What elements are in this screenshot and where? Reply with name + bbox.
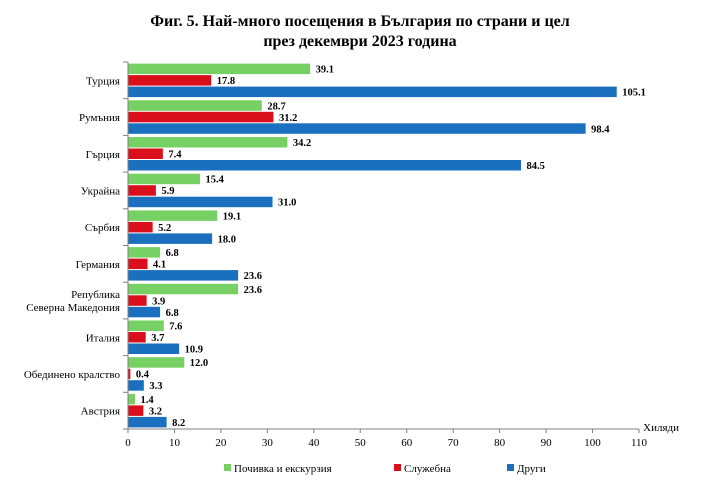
x-tick-label-110: 110 <box>631 437 648 449</box>
legend-label-1: Служебна <box>404 463 451 475</box>
bar-2-7 <box>128 343 180 354</box>
x-tick-label-10: 10 <box>169 437 181 449</box>
data-label-1-0: 17.8 <box>217 76 235 87</box>
data-label-1-8: 0.4 <box>136 370 150 381</box>
x-axis-unit-label: Хиляди <box>643 422 679 434</box>
bar-0-0 <box>128 63 311 75</box>
x-tick-label-60: 60 <box>401 437 413 449</box>
bar-1-3 <box>128 185 156 196</box>
bar-2-9 <box>128 416 167 428</box>
data-label-0-3: 15.4 <box>206 175 225 186</box>
category-label: Италия <box>86 332 120 344</box>
category-label: Северна Македония <box>26 302 120 314</box>
data-label-2-5: 23.6 <box>244 271 262 282</box>
bar-0-8 <box>128 357 185 368</box>
bar-0-7 <box>128 320 164 331</box>
data-label-0-4: 19.1 <box>223 211 241 222</box>
bar-0-9 <box>128 393 136 405</box>
bar-2-8 <box>128 380 144 391</box>
bar-2-3 <box>128 196 273 208</box>
bar-2-0 <box>128 86 617 98</box>
bar-0-5 <box>128 247 161 258</box>
legend-swatch-1 <box>394 464 401 471</box>
data-label-2-4: 18.0 <box>218 234 236 245</box>
chart-title: Фиг. 5. Най-много посещения в България п… <box>0 12 720 52</box>
data-label-1-9: 3.2 <box>149 406 162 417</box>
x-tick-label-20: 20 <box>215 437 227 449</box>
legend-swatch-0 <box>224 464 231 471</box>
data-label-0-7: 7.6 <box>169 322 182 333</box>
bar-1-4 <box>128 221 153 233</box>
data-label-1-3: 5.9 <box>161 186 174 197</box>
data-label-0-5: 6.8 <box>166 248 179 259</box>
bar-2-4 <box>128 233 213 244</box>
category-label: Република <box>71 289 120 301</box>
category-label: Румъния <box>79 112 120 124</box>
data-label-2-2: 84.5 <box>527 161 545 172</box>
category-label: Сърбия <box>85 222 120 234</box>
bar-1-1 <box>128 111 274 123</box>
data-label-2-1: 98.4 <box>591 124 610 135</box>
bar-1-2 <box>128 148 163 159</box>
data-label-0-8: 12.0 <box>190 358 208 369</box>
data-label-2-9: 8.2 <box>172 418 185 429</box>
bar-2-6 <box>128 306 161 318</box>
data-label-0-6: 23.6 <box>244 285 262 296</box>
bar-0-4 <box>128 210 218 221</box>
category-label: Гърция <box>86 149 120 161</box>
legend-swatch-2 <box>507 464 514 471</box>
data-label-2-0: 105.1 <box>622 88 646 99</box>
data-label-2-3: 31.0 <box>278 198 296 209</box>
category-label: Германия <box>76 259 120 271</box>
bar-2-1 <box>128 123 586 134</box>
data-label-2-8: 3.3 <box>149 381 162 392</box>
data-label-0-2: 34.2 <box>293 138 311 149</box>
data-label-1-7: 3.7 <box>151 333 164 344</box>
x-tick-label-100: 100 <box>584 437 601 449</box>
bar-0-3 <box>128 173 201 185</box>
x-tick-label-30: 30 <box>262 437 274 449</box>
x-tick-label-40: 40 <box>308 437 320 449</box>
data-label-1-4: 5.2 <box>158 223 171 234</box>
bar-1-9 <box>128 405 144 416</box>
bar-1-0 <box>128 75 212 86</box>
data-label-0-9: 1.4 <box>141 395 155 406</box>
bar-1-8 <box>128 368 131 380</box>
x-tick-label-80: 80 <box>494 437 506 449</box>
x-tick-label-0: 0 <box>125 437 131 449</box>
chart-title-line-2: през декември 2023 година <box>263 33 457 50</box>
category-label: Обединено кралство <box>24 369 121 381</box>
x-tick-label-90: 90 <box>541 437 553 449</box>
category-label: Турция <box>86 75 120 87</box>
bar-0-6 <box>128 283 239 295</box>
data-label-1-1: 31.2 <box>279 113 297 124</box>
category-label: Австрия <box>81 406 120 418</box>
data-label-1-5: 4.1 <box>153 260 166 271</box>
x-tick-label-70: 70 <box>448 437 460 449</box>
bar-1-6 <box>128 295 147 306</box>
bar-1-7 <box>128 332 146 343</box>
data-label-1-6: 3.9 <box>152 296 165 307</box>
chart-title-line-1: Фиг. 5. Най-много посещения в България п… <box>150 13 570 30</box>
x-tick-label-50: 50 <box>355 437 367 449</box>
data-label-1-2: 7.4 <box>168 150 182 161</box>
legend-label-2: Други <box>517 463 546 475</box>
category-label: Украйна <box>81 185 120 197</box>
data-label-0-0: 39.1 <box>316 65 334 76</box>
legend-label-0: Почивка и екскурзия <box>234 463 332 475</box>
data-label-2-6: 6.8 <box>166 308 179 319</box>
bar-0-2 <box>128 137 288 148</box>
data-label-2-7: 10.9 <box>185 345 203 356</box>
bar-1-5 <box>128 258 148 270</box>
bar-2-2 <box>128 160 522 171</box>
bar-0-1 <box>128 100 262 111</box>
data-label-0-1: 28.7 <box>267 101 285 112</box>
bar-2-5 <box>128 270 239 281</box>
